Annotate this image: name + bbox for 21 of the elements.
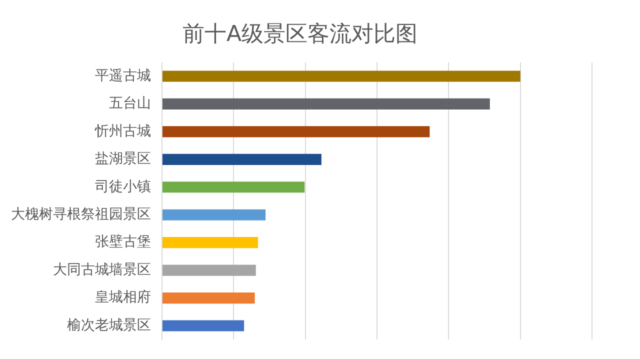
y-tick-label: 榆次老城景区 xyxy=(67,317,151,334)
y-tick-label: 司徒小镇 xyxy=(95,178,151,195)
bar xyxy=(162,320,244,332)
bar xyxy=(162,292,255,304)
bar xyxy=(162,70,520,82)
chart-title: 前十A级景区客流对比图 xyxy=(182,22,418,47)
bar xyxy=(162,264,256,276)
y-tick-label: 忻州古城 xyxy=(94,123,151,140)
bar xyxy=(162,237,258,248)
bar xyxy=(162,182,305,193)
y-tick-label: 五台山 xyxy=(109,96,151,112)
y-tick-label: 大槐树寻根祭祖园景区 xyxy=(11,206,151,222)
bar xyxy=(162,209,266,220)
y-tick-label: 张壁古堡 xyxy=(95,234,151,250)
bar xyxy=(162,154,322,165)
y-tick-label: 盐湖景区 xyxy=(95,151,151,168)
bar xyxy=(162,98,490,110)
y-tick-label: 大同古城墙景区 xyxy=(53,262,151,278)
y-tick-label: 皇城相府 xyxy=(95,290,151,306)
bar xyxy=(162,126,430,138)
y-tick-label: 平遥古城 xyxy=(95,68,151,84)
